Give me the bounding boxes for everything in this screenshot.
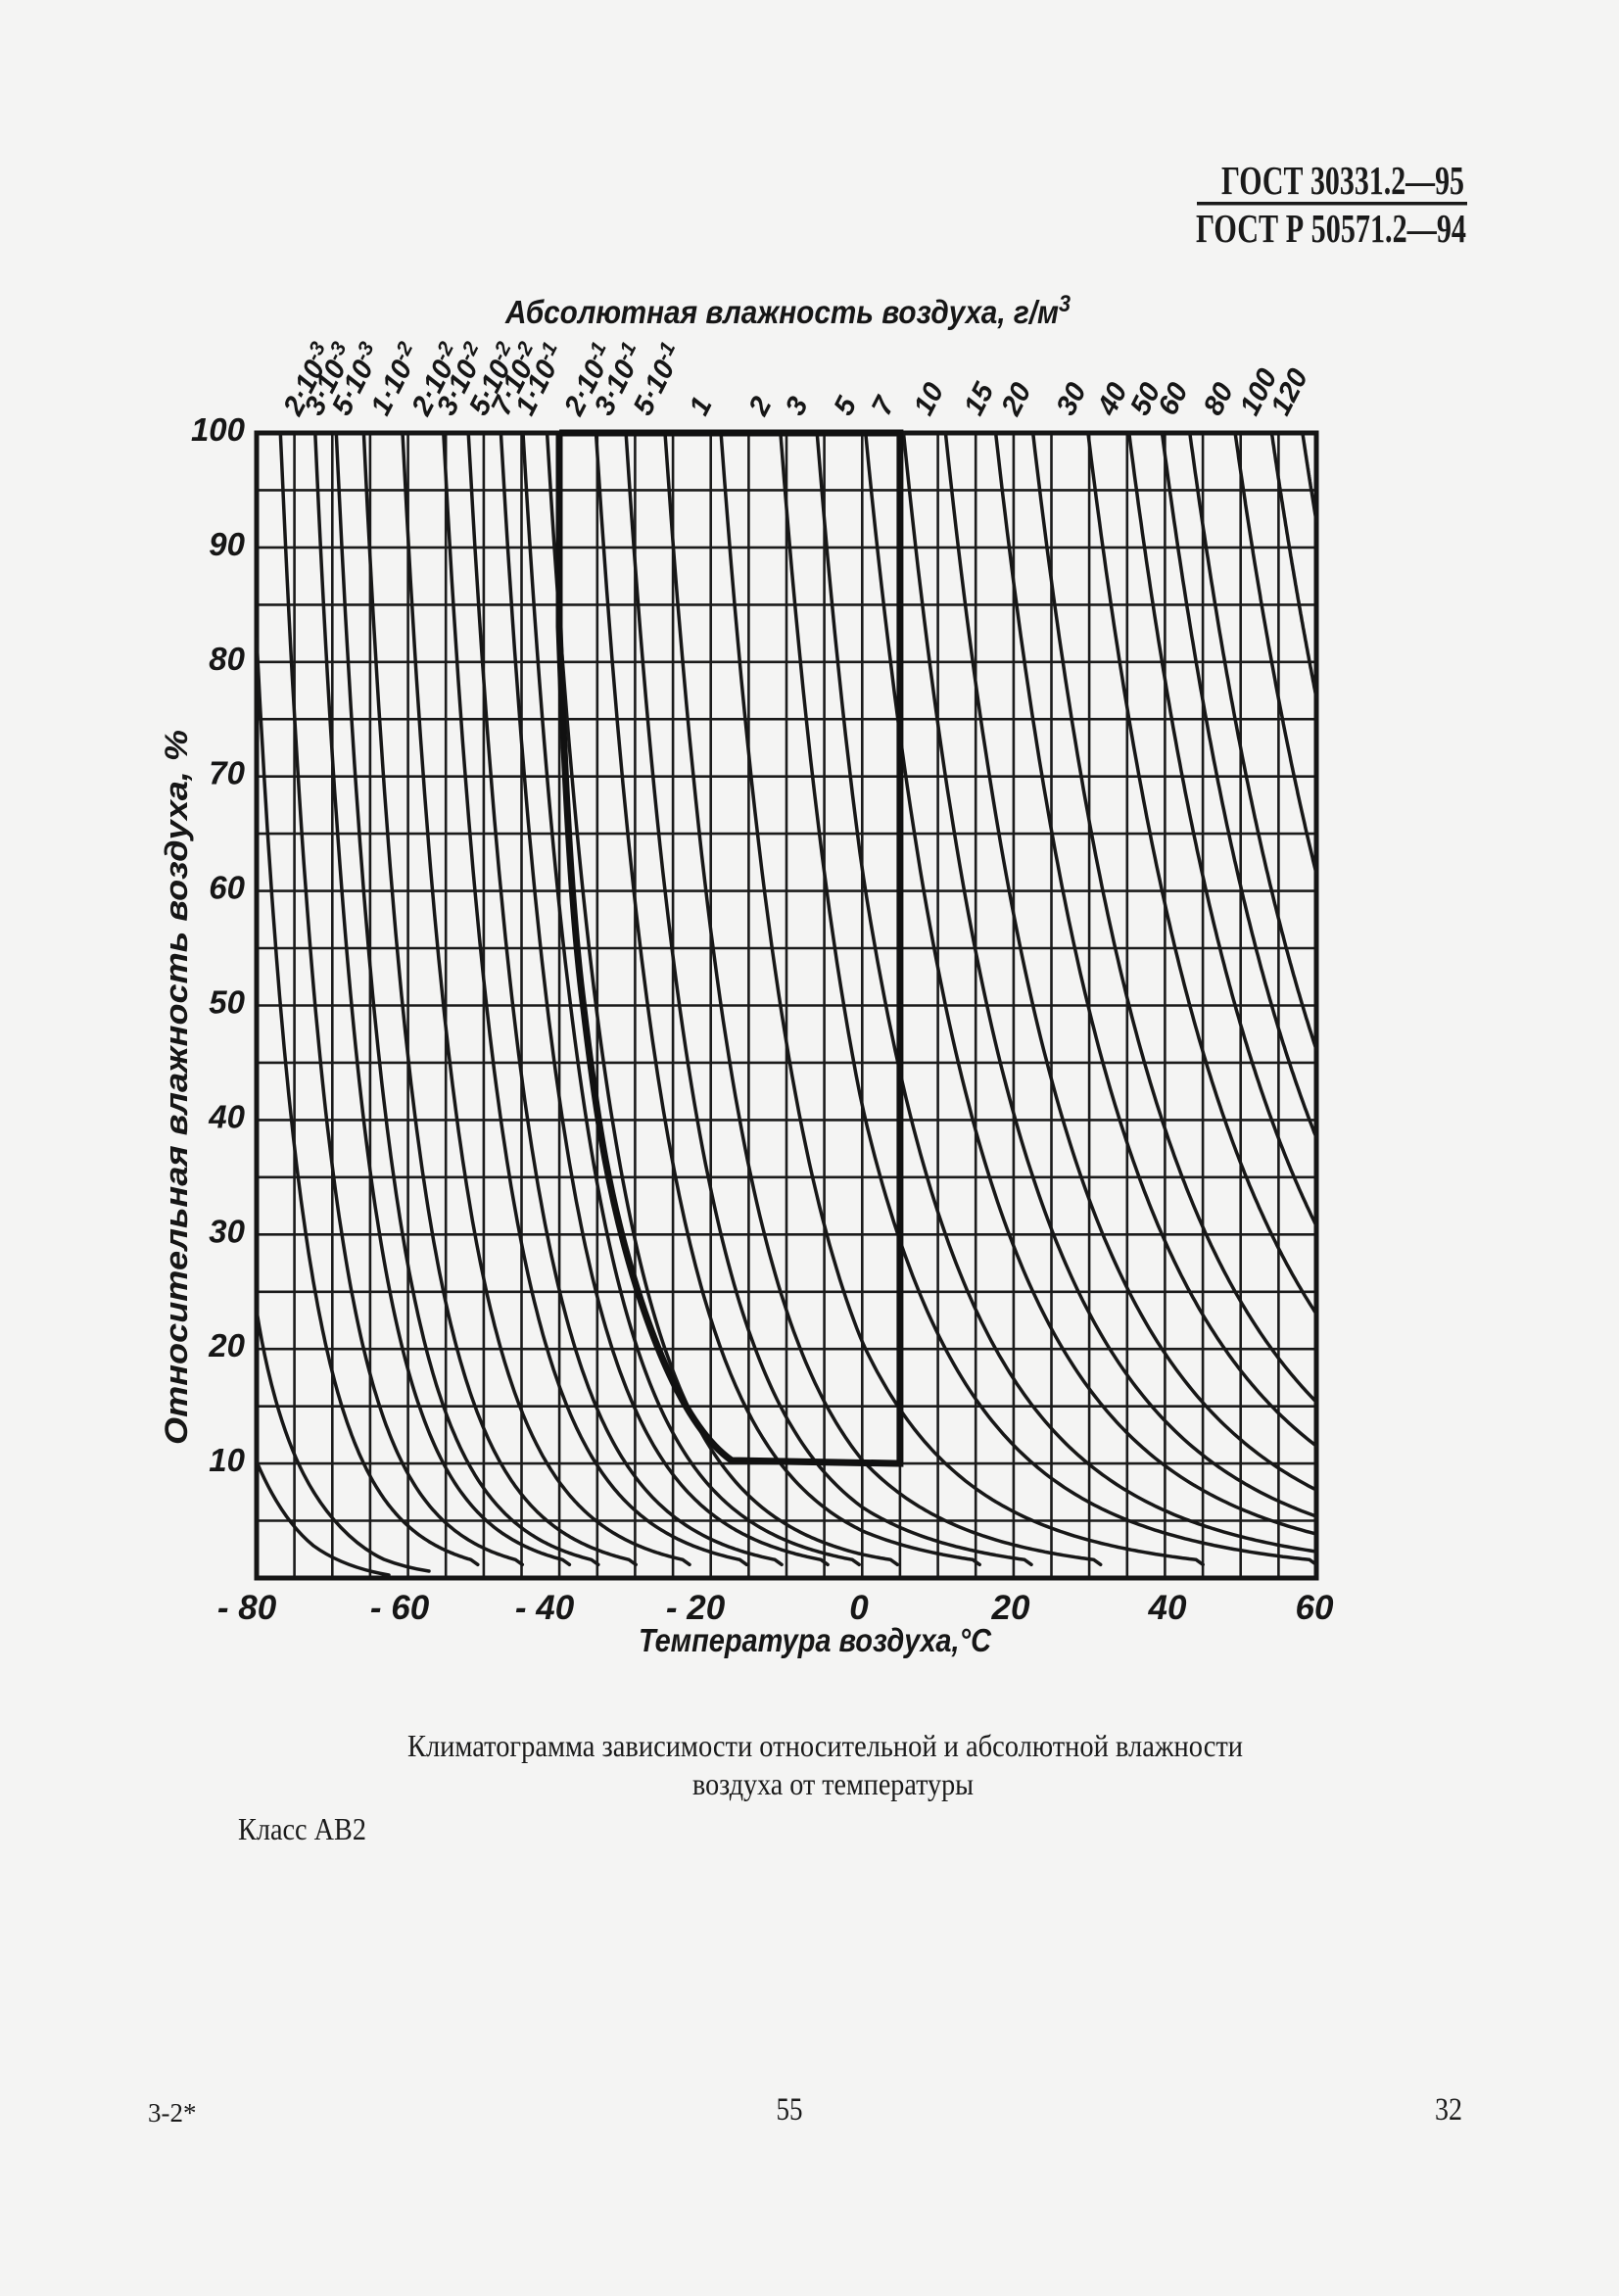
svg-text:60: 60 <box>209 870 245 906</box>
svg-text:воздуха от температуры: воздуха от температуры <box>692 1766 974 1801</box>
svg-text:90: 90 <box>209 526 245 562</box>
svg-text:Абсолютная влажность воздуха,: Абсолютная влажность воздуха, г/м3 <box>504 291 1071 330</box>
svg-text:Климатограмма зависимости отно: Климатограмма зависимости относительной … <box>407 1728 1243 1763</box>
svg-text:40: 40 <box>1148 1589 1187 1627</box>
svg-text:20: 20 <box>991 1589 1030 1627</box>
svg-text:- 60: - 60 <box>370 1589 430 1627</box>
svg-text:30: 30 <box>209 1213 245 1249</box>
svg-text:Относительная влажность воздух: Относительная влажность воздуха, % <box>159 730 194 1445</box>
svg-text:10: 10 <box>209 1442 245 1478</box>
svg-text:- 20: - 20 <box>666 1589 726 1627</box>
svg-text:32: 32 <box>1435 2092 1462 2128</box>
svg-text:3-2*: 3-2* <box>148 2098 197 2128</box>
svg-text:60: 60 <box>1296 1589 1334 1627</box>
svg-text:- 80: - 80 <box>217 1589 277 1627</box>
svg-text:ГОСТ Р 50571.2—94: ГОСТ Р 50571.2—94 <box>1196 206 1466 251</box>
svg-text:55: 55 <box>777 2092 803 2128</box>
svg-text:Температура воздуха,°С: Температура воздуха,°С <box>639 1622 992 1658</box>
svg-text:20: 20 <box>208 1327 245 1363</box>
svg-text:Класс АВ2: Класс АВ2 <box>238 1811 366 1846</box>
svg-text:70: 70 <box>209 755 245 791</box>
svg-text:- 40: - 40 <box>515 1589 575 1627</box>
svg-text:40: 40 <box>208 1098 245 1134</box>
svg-text:100: 100 <box>191 411 246 448</box>
svg-text:ГОСТ 30331.2—95: ГОСТ 30331.2—95 <box>1221 158 1464 203</box>
svg-text:80: 80 <box>209 641 245 677</box>
svg-text:0: 0 <box>849 1589 869 1627</box>
svg-text:50: 50 <box>209 984 245 1021</box>
